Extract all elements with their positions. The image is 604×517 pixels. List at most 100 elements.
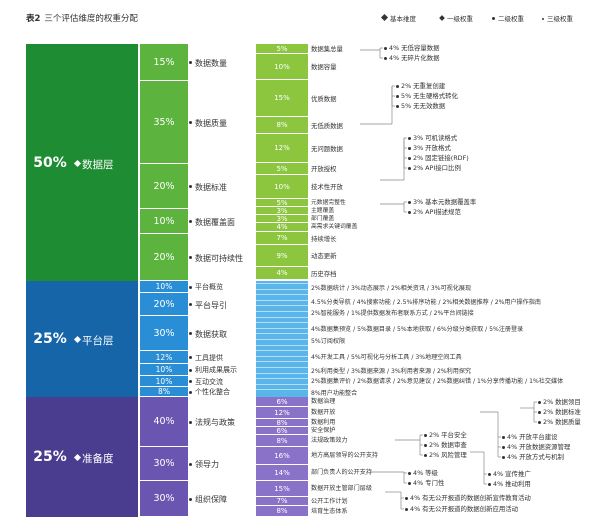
- level1-name: 数据可持续性: [195, 253, 243, 263]
- level2-weight: 5%: [276, 44, 288, 53]
- platform-note: 4%开发工具 / 5%可视化与分析工具 / 3%地理空间工具: [311, 354, 462, 361]
- stripe: [256, 344, 308, 346]
- dimension-weight: 50%: [33, 154, 67, 171]
- platform-note: 2%数据统计 / 3%动态展示 / 2%相关资讯 / 3%可视化展现: [311, 285, 472, 292]
- dot-icon: [189, 303, 192, 306]
- stripe: [256, 283, 308, 284]
- level1-weight-box: [140, 81, 188, 163]
- dot-small-icon: [384, 57, 387, 60]
- level1-name: 数据覆盖面: [195, 217, 235, 227]
- dimension-name: 准备度: [82, 453, 114, 465]
- dot-icon: [189, 368, 192, 372]
- dot-small-icon: [488, 483, 491, 486]
- level1-weight: 20%: [153, 251, 175, 263]
- level2-weight-box: [256, 117, 308, 133]
- level1-name: 数据获取: [195, 329, 227, 339]
- dot-small-icon: [502, 456, 505, 459]
- level1-weight-box: [140, 397, 188, 446]
- legend-level1: 一级权重: [439, 13, 473, 23]
- platform-note: 2%利用类型 / 3%数据来源 / 3%利用者来源 / 2%利用探究: [311, 368, 472, 375]
- level2-weight: 4%: [276, 269, 288, 277]
- level2-name: 安全保护: [311, 427, 336, 434]
- level1-weight: 30%: [153, 458, 175, 469]
- level1-weight-box: [140, 481, 188, 516]
- dot-small-icon: [408, 482, 411, 485]
- level3-item: 4% 有无公开报道的数据创新宣传教育活动: [410, 494, 531, 502]
- dimension-box-2: [26, 281, 138, 397]
- stripe: [256, 305, 308, 307]
- level1-name: 平台概览: [195, 283, 223, 291]
- stripe: [256, 288, 308, 290]
- dot-icon: [189, 285, 192, 289]
- stripe: [256, 372, 308, 374]
- dot-small-icon: [408, 137, 411, 140]
- level2-name: 数据开放主管部门层级: [311, 485, 372, 492]
- level2-name: 优质数据: [311, 94, 337, 103]
- level1-weight: 15%: [153, 56, 175, 68]
- dot-icon: [189, 420, 192, 424]
- level1-weight-box: [140, 387, 188, 396]
- level2-weight: 3%: [276, 214, 288, 223]
- level2-name: 法规政策效力: [311, 437, 348, 444]
- level2-name: 历史存档: [311, 269, 337, 278]
- level3-item: 2% 数据标准: [543, 408, 581, 416]
- level1-name: 工具提供: [195, 353, 223, 362]
- level2-name: 数据集总量: [311, 45, 343, 53]
- level3-item: 4% 开放平台建设: [507, 433, 558, 441]
- level2-weight: 10%: [274, 182, 290, 191]
- level3-item: 2% API接口比例: [413, 164, 461, 172]
- level3-item: 3% 开放格式: [413, 144, 451, 152]
- level1-weight: 8%: [158, 387, 170, 396]
- level2-weight-box: [256, 465, 308, 480]
- level2-weight: 7%: [276, 497, 288, 505]
- platform-note: 2%智能服务 / 1%提供数据发布者联系方式 / 2%平台间链接: [311, 310, 474, 317]
- level2-weight: 16%: [274, 451, 290, 460]
- level1-weight: 10%: [155, 282, 173, 291]
- dot-icon: [189, 380, 192, 383]
- level2-weight: 10%: [274, 62, 290, 71]
- level2-name: 元数据完整性: [311, 199, 346, 206]
- level1-name: 法规与政策: [195, 418, 235, 427]
- level1-weight-box: [140, 316, 188, 350]
- level2-weight: 14%: [274, 468, 290, 477]
- level1-name: 数据质量: [195, 118, 227, 128]
- level1-weight: 10%: [155, 365, 173, 374]
- level2-name: 持续增长: [311, 234, 337, 243]
- level1-weight: 20%: [153, 298, 175, 310]
- dimension-box-1: [26, 44, 138, 281]
- level1-weight-box: [140, 164, 188, 208]
- level2-weight-box: [256, 54, 308, 79]
- dot-small-icon: [396, 95, 399, 98]
- dot-icon: [189, 220, 192, 223]
- level2-weight-box: [256, 427, 308, 434]
- dot-small-icon: [408, 211, 411, 214]
- level3-item: 2% 无重复创建: [401, 82, 446, 90]
- level1-weight: 12%: [155, 352, 173, 362]
- level2-weight: 15%: [274, 484, 290, 493]
- dot-icon: [189, 185, 192, 188]
- dot-icon: [189, 497, 192, 501]
- dot-small-icon: [424, 434, 427, 437]
- level2-name: 数据利用: [311, 419, 336, 426]
- level1-weight: 40%: [153, 416, 175, 427]
- level2-weight-box: [256, 481, 308, 496]
- dot-small-icon: [384, 47, 387, 50]
- platform-note: 4.5%分类导航 / 4%搜索功能 / 2.5%排序功能 / 2%相关数据推荐 …: [311, 299, 541, 306]
- stripe: [256, 367, 308, 368]
- level2-name: 部门负责人的公开支持: [311, 469, 372, 476]
- level1-weight: 10%: [153, 215, 175, 227]
- level2-weight-box: [256, 419, 308, 426]
- level2-weight: 15%: [274, 94, 290, 102]
- stripe: [256, 316, 308, 318]
- level2-weight: 8%: [276, 418, 288, 427]
- dot-icon: [189, 121, 192, 124]
- level2-name: 地方高层领导的公开支持: [311, 452, 379, 459]
- dimension-name: 数据层: [82, 158, 114, 171]
- stripe: [256, 311, 308, 312]
- dot-icon: [189, 61, 192, 64]
- stripe: [256, 339, 308, 340]
- platform-note: 5%订阅权限: [311, 338, 346, 345]
- level2-weight-box: [256, 267, 308, 279]
